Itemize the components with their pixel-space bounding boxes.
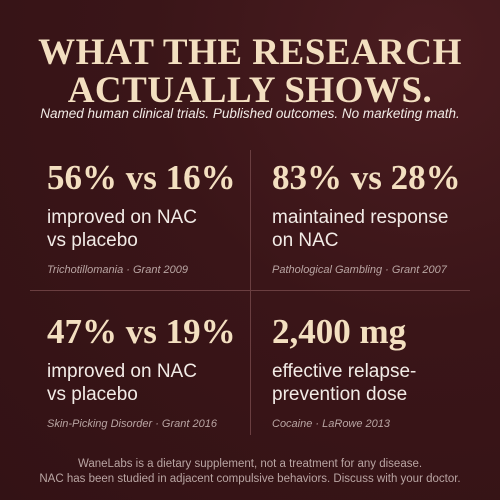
- stat-value: 2,400 mg: [272, 312, 407, 351]
- description-line: maintained response: [272, 207, 449, 228]
- stat-cell: 2,400 mg effective relapse-prevention dos…: [272, 312, 482, 430]
- footer-line: WaneLabs is a dietary supplement, not a …: [77, 458, 423, 470]
- stat-cell: 47% vs 19% improved on NAC vs placebo Skin-…: [47, 312, 257, 430]
- description-line: vs placebo: [47, 384, 138, 405]
- stat-value: 83% vs 28%: [272, 158, 461, 197]
- description-line: improved on NAC: [47, 361, 197, 382]
- stat-source: Trichotillomania · Grant 2009: [47, 264, 189, 276]
- title-line: ACTUALLY SHOWS.: [67, 70, 433, 111]
- stat-description: improved on NAC vs placebo: [47, 206, 257, 252]
- title-line: WHAT THE RESEARCH: [38, 32, 462, 73]
- description-line: prevention dose: [272, 384, 408, 405]
- divider: [30, 290, 470, 291]
- footer-line: NAC has been studied in adjacent compuls…: [39, 473, 461, 485]
- description-line: vs placebo: [47, 230, 138, 251]
- subtitle: Named human clinical trials. Published o…: [40, 106, 460, 121]
- description-line: on NAC: [272, 230, 339, 251]
- stat-source: Skin-Picking Disorder · Grant 2016: [47, 418, 217, 430]
- stat-source: Pathological Gambling · Grant 2007: [272, 264, 447, 276]
- stat-source: Cocaine · LaRowe 2013: [272, 418, 391, 430]
- stat-description: maintained response on NAC: [272, 206, 482, 252]
- divider: [250, 150, 251, 435]
- stat-value: 56% vs 16%: [47, 158, 236, 197]
- stat-description: effective relapse-prevention dose: [272, 360, 482, 406]
- stat-cell: 56% vs 16% improved on NAC vs placebo Trich…: [47, 158, 257, 276]
- description-line: improved on NAC: [47, 207, 197, 228]
- description-line: effective relapse-: [272, 361, 417, 382]
- stat-value: 47% vs 19%: [47, 312, 236, 351]
- stat-description: improved on NAC vs placebo: [47, 360, 257, 406]
- stat-cell: 83% vs 28% maintained response on NAC Patho…: [272, 158, 482, 276]
